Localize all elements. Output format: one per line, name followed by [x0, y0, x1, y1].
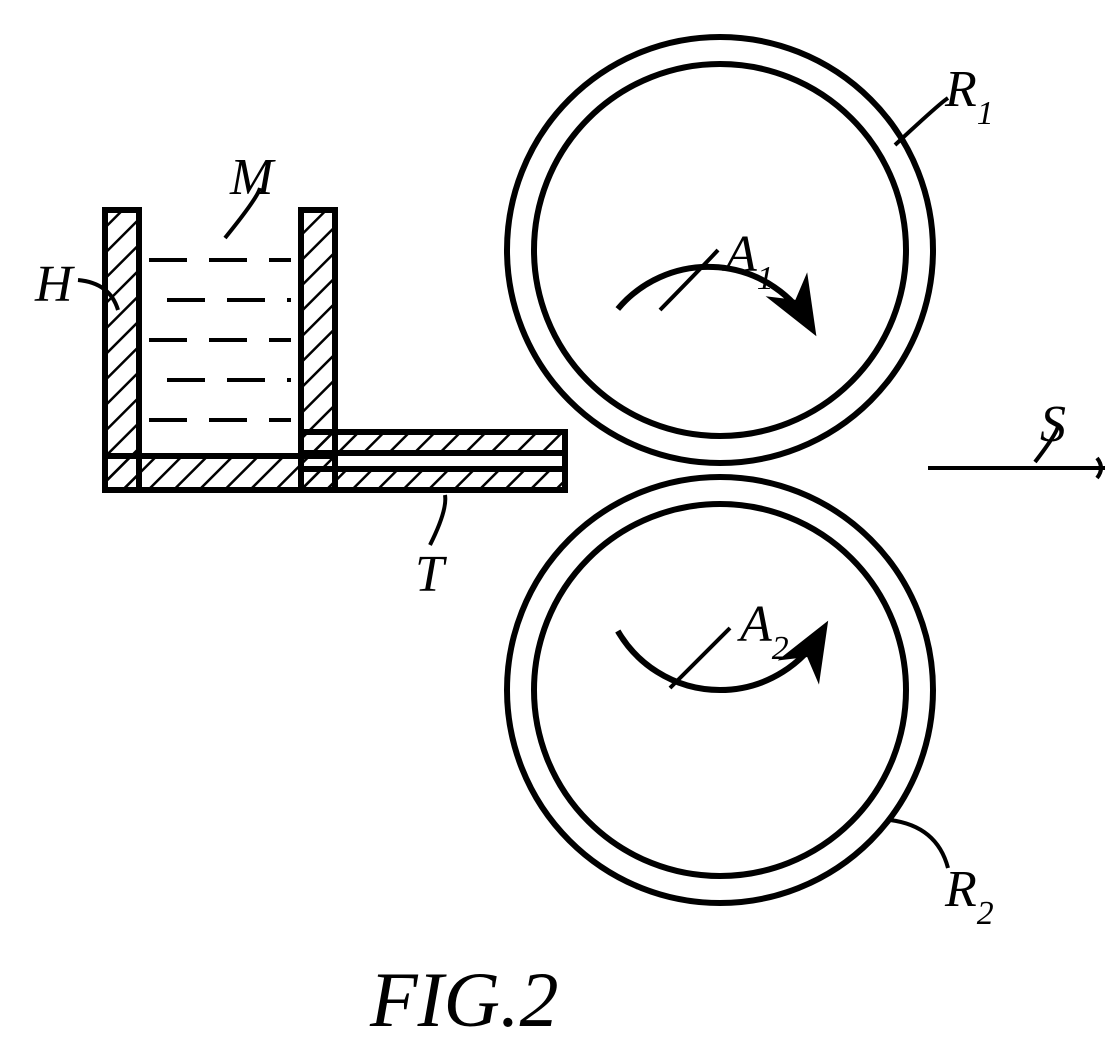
label-A2: A2	[740, 595, 789, 661]
label-R2-sub: 2	[977, 895, 994, 932]
label-A1-main: A	[725, 226, 757, 283]
label-H: H	[35, 255, 73, 314]
label-S: S	[1040, 395, 1066, 454]
label-A1-sub: 1	[757, 260, 774, 297]
label-R2-main: R	[945, 861, 977, 918]
label-A2-sub: 2	[772, 630, 789, 667]
label-A2-main: A	[740, 596, 772, 653]
label-R1-sub: 1	[977, 95, 994, 132]
label-T: T	[415, 545, 444, 604]
label-M: M	[230, 148, 273, 207]
label-R1: R1	[945, 60, 994, 126]
label-R2: R2	[945, 860, 994, 926]
figure-caption: FIG.2	[370, 955, 558, 1045]
label-R1-main: R	[945, 61, 977, 118]
label-A1: A1	[725, 225, 774, 291]
